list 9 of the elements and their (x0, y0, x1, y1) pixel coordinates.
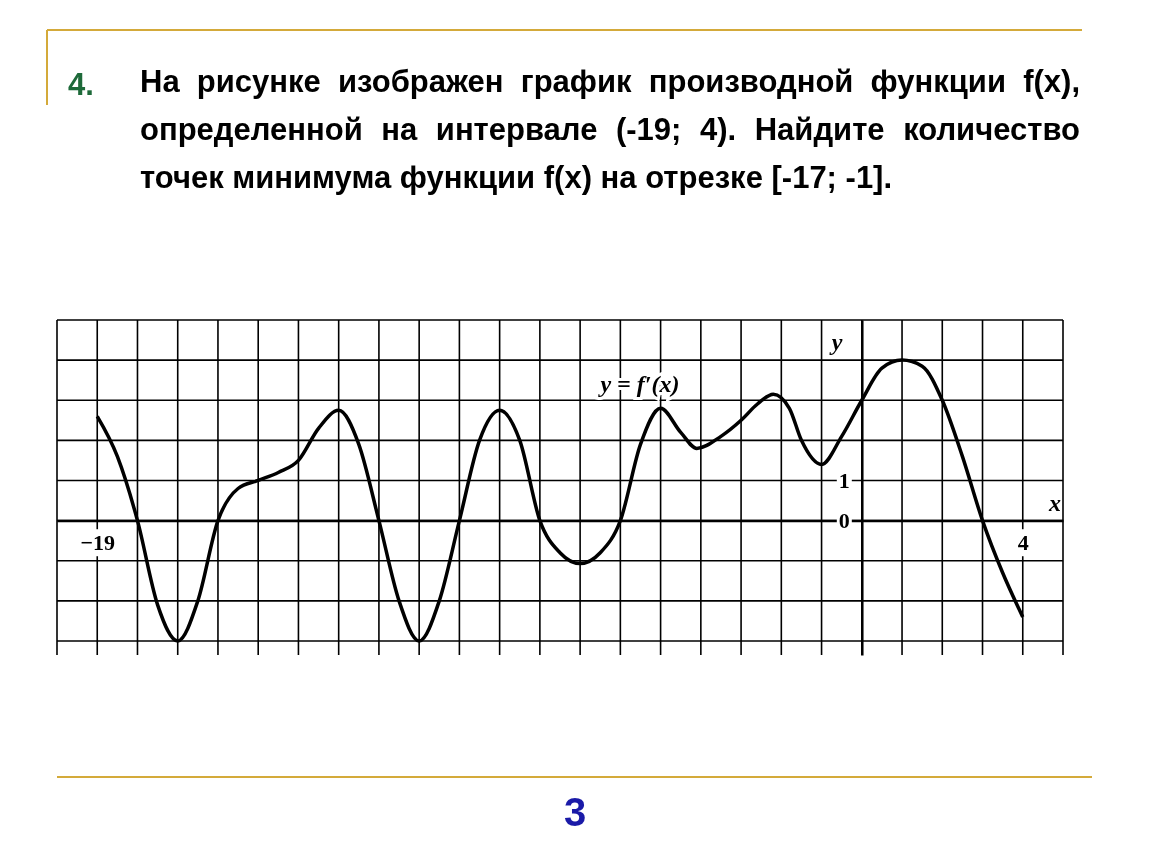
text: 4. (68, 67, 94, 102)
y-tick-label: 0 (838, 508, 850, 534)
x-axis-title: x (1048, 489, 1061, 516)
y-tick-label: 1 (838, 468, 850, 494)
x-tick-label: −19 (80, 530, 116, 556)
y-axis-title: y (828, 329, 843, 355)
chart-title: На рисунке изображен график производной функции f(x), определенной на интервале (-19; 4). Найдите количество точек минимума функции f(x) на отрезке [-17; -1]. (140, 63, 1080, 197)
text: 3 (563, 790, 587, 834)
x-tick-label: 4 (1017, 530, 1029, 556)
